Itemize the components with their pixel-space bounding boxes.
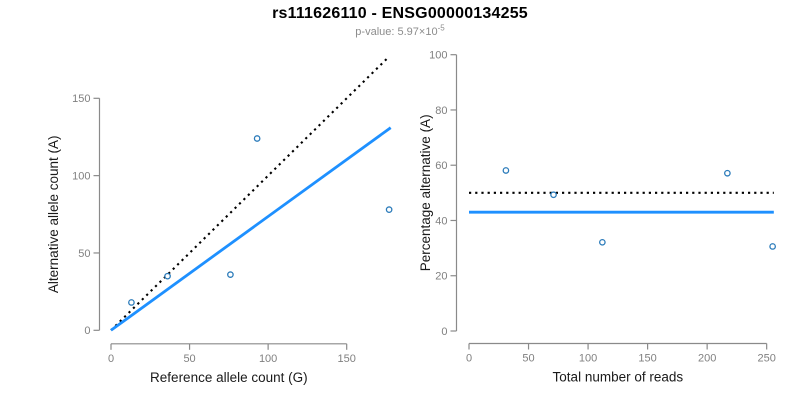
- data-point: [769, 243, 776, 250]
- y-tick-label: 40: [435, 215, 447, 227]
- data-point: [227, 271, 234, 278]
- x-axis-title: Total number of reads: [553, 370, 684, 385]
- y-tick-label: 20: [435, 271, 447, 283]
- y-axis-title: Alternative allele count (A): [46, 136, 61, 294]
- data-point: [599, 238, 606, 246]
- x-tick-label: 100: [579, 353, 597, 365]
- x-axis-title: Reference allele count (G): [150, 370, 308, 385]
- data-point: [550, 191, 557, 199]
- y-tick-label: 0: [441, 326, 447, 338]
- y-tick-label: 50: [78, 248, 90, 260]
- y-tick-label: 80: [435, 105, 447, 117]
- x-tick-label: 150: [338, 353, 356, 365]
- x-tick-label: 50: [183, 353, 195, 365]
- y-axis-title: Percentage alternative (A): [418, 114, 433, 271]
- x-tick-label: 250: [757, 353, 775, 365]
- data-point: [253, 135, 261, 142]
- y-tick-label: 100: [429, 50, 447, 62]
- data-point: [502, 167, 510, 174]
- figure-title: rs111626110 - ENSG00000134255: [272, 5, 528, 22]
- x-tick-label: 0: [466, 353, 472, 365]
- identity-line: [110, 55, 390, 332]
- y-tick-label: 60: [435, 160, 447, 172]
- x-tick-label: 0: [108, 353, 114, 365]
- fit-line: [110, 126, 392, 332]
- data-point: [128, 299, 135, 306]
- allele-counts-scatter: 0 50 100 150 0 50 100 150 Reference allele count…: [46, 55, 393, 385]
- x-tick-label: 150: [638, 353, 656, 365]
- y-tick-label: 100: [72, 170, 90, 182]
- pvalue-exponent: -5: [437, 23, 445, 33]
- figure-subtitle: p-value: 5.97×10-5: [0, 23, 800, 38]
- x-tick-label: 50: [522, 353, 534, 365]
- pvalue-text: p-value: 5.97×10: [355, 26, 438, 38]
- x-tick-label: 200: [698, 353, 716, 365]
- y-tick-label: 150: [72, 93, 90, 105]
- percentage-alternative-scatter: 0 20 40 60 80 100 0 50 100 150 200 250 Total number …: [418, 50, 776, 385]
- data-point: [724, 169, 731, 177]
- data-point: [164, 272, 171, 280]
- x-tick-label: 100: [259, 353, 277, 365]
- data-point: [385, 206, 393, 214]
- y-tick-label: 0: [84, 325, 90, 337]
